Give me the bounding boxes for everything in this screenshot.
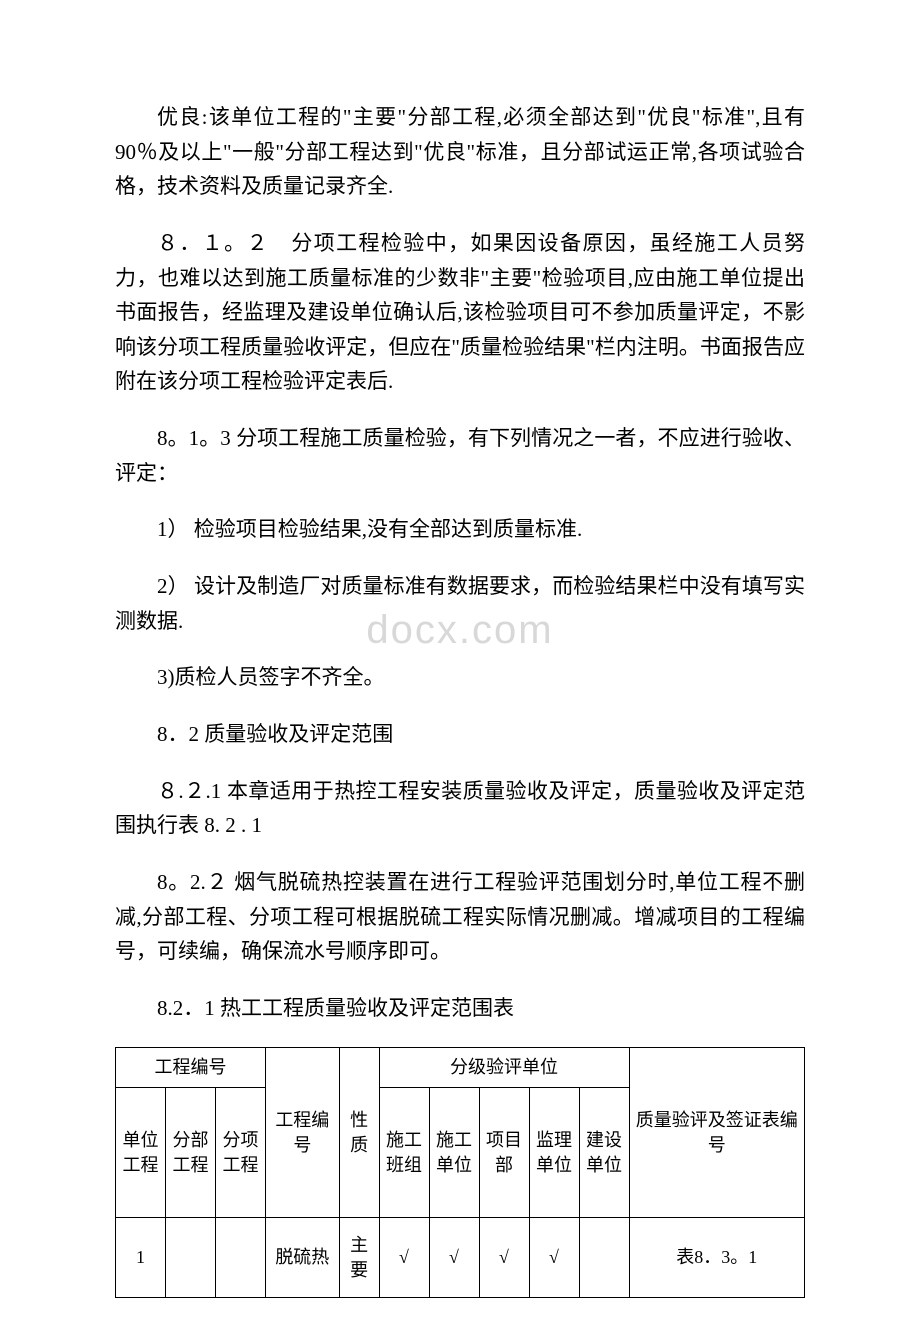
cell-unit-check: √: [429, 1218, 479, 1298]
header-nature: 性质: [339, 1048, 379, 1218]
paragraph-8: ８.２.1 本章适用于热控工程安装质量验收及评定，质量验收及评定范围执行表 8.…: [115, 774, 805, 843]
paragraph-4: 1） 检验项目检验结果,没有全部达到质量标准.: [115, 512, 805, 547]
cell-cert-num: 表8．3。1: [629, 1218, 805, 1298]
paragraph-9: 8。2.２ 烟气脱硫热控装置在进行工程验评范围划分时,单位工程不删减,分部工程、…: [115, 865, 805, 969]
paragraph-7: 8．2 质量验收及评定范围: [115, 717, 805, 752]
header-project-dept: 项目部: [479, 1088, 529, 1218]
paragraph-2: ８．１。２ 分项工程检验中，如果因设备原因，虽经施工人员努力，也难以达到施工质量…: [115, 226, 805, 399]
cell-division: [166, 1218, 216, 1298]
paragraph-6: 3)质检人员签字不齐全。: [115, 660, 805, 695]
cell-subitem: [216, 1218, 266, 1298]
cell-owner-check: [579, 1218, 629, 1298]
cell-team-check: √: [379, 1218, 429, 1298]
header-project-code: 工程编号: [266, 1048, 340, 1218]
quality-inspection-table: 工程编号 工程编号 性质 分级验评单位 质量验评及签证表编号 单位工程 分部工程…: [115, 1047, 805, 1298]
table-header-row-1: 工程编号 工程编号 性质 分级验评单位 质量验评及签证表编号: [116, 1048, 805, 1088]
cell-code: 脱硫热: [266, 1218, 340, 1298]
header-construction-team: 施工班组: [379, 1088, 429, 1218]
cell-dept-check: √: [479, 1218, 529, 1298]
paragraph-3: 8。1。3 分项工程施工质量检验，有下列情况之一者，不应进行验收、评定：: [115, 421, 805, 490]
cell-unit-num: 1: [116, 1218, 166, 1298]
header-division-project: 分部工程: [166, 1088, 216, 1218]
paragraph-10: 8.2．1 热工工程质量验收及评定范围表: [115, 991, 805, 1026]
header-construction-owner: 建设单位: [579, 1088, 629, 1218]
paragraph-5: 2） 设计及制造厂对质量标准有数据要求，而检验结果栏中没有填写实测数据.: [115, 569, 805, 638]
table-row: 1 脱硫热 主要 √ √ √ √ 表8．3。1: [116, 1218, 805, 1298]
cell-supervision-check: √: [529, 1218, 579, 1298]
header-construction-unit: 施工单位: [429, 1088, 479, 1218]
header-supervision-unit: 监理单位: [529, 1088, 579, 1218]
paragraph-1: 优良:该单位工程的"主要"分部工程,必须全部达到"优良"标准",且有 90％及以…: [115, 100, 805, 204]
header-cert-number: 质量验评及签证表编号: [629, 1048, 805, 1218]
header-project-number: 工程编号: [116, 1048, 266, 1088]
header-unit-project: 单位工程: [116, 1088, 166, 1218]
header-subitem-project: 分项工程: [216, 1088, 266, 1218]
cell-nature: 主要: [339, 1218, 379, 1298]
header-grading-unit: 分级验评单位: [379, 1048, 629, 1088]
